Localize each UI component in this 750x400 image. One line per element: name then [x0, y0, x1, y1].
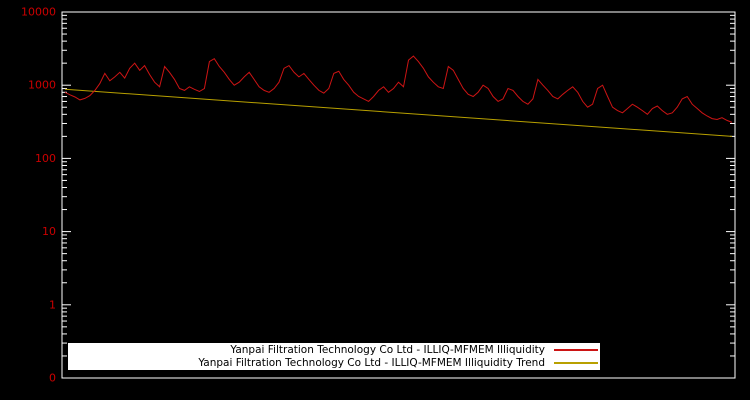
- y-axis-tick-label: 1000: [28, 79, 56, 92]
- legend-item-illiquidity: Yanpai Filtration Technology Co Ltd - IL…: [68, 344, 600, 356]
- legend-label-trend: Yanpai Filtration Technology Co Ltd - IL…: [198, 357, 545, 369]
- axis-ticks: [62, 11, 735, 379]
- plot-border: [61, 11, 736, 379]
- y-axis-tick-label: 10000: [21, 6, 56, 19]
- legend-line-sample-illiquidity: [554, 349, 598, 351]
- legend-line-sample-trend: [554, 362, 598, 364]
- legend: Yanpai Filtration Technology Co Ltd - IL…: [68, 343, 600, 370]
- legend-item-trend: Yanpai Filtration Technology Co Ltd - IL…: [68, 357, 600, 369]
- y-axis-tick-label: 0: [49, 372, 56, 385]
- y-axis-tick-label: 1: [49, 298, 56, 311]
- illiquidity-line-series: [64, 55, 733, 123]
- y-axis-tick-label: 10: [42, 225, 56, 238]
- legend-label-illiquidity: Yanpai Filtration Technology Co Ltd - IL…: [230, 344, 545, 356]
- trend-line-series: [64, 88, 733, 137]
- y-axis-tick-label: 100: [35, 152, 56, 165]
